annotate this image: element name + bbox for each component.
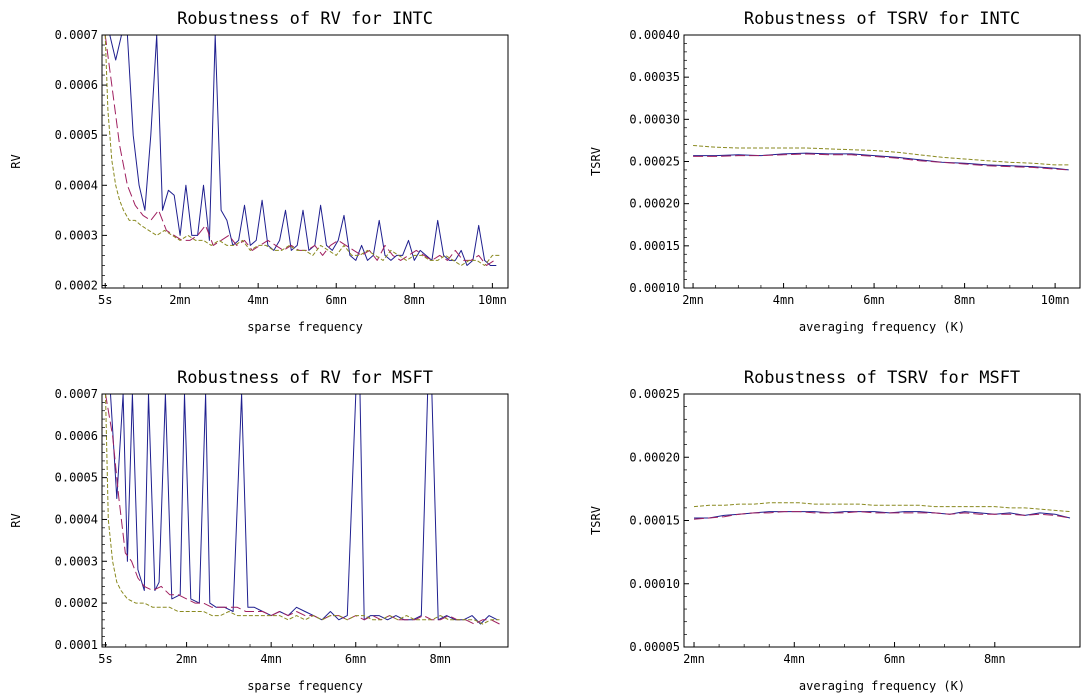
chart-rv-msft: 0.0001 0.0002 0.0003 0.0004 0.0005 0.0006 0.00… xyxy=(9,368,509,693)
chart-title: Robustness of TSRV for MSFT xyxy=(744,368,1020,388)
y-tick-label: 0.0002 xyxy=(55,278,98,292)
y-tick-label: 0.00030 xyxy=(629,112,680,126)
x-tick-label: 8mn xyxy=(984,652,1006,666)
x-tick-label: 10mn xyxy=(478,293,507,307)
x-tick-label: 2mn xyxy=(176,652,198,666)
x-tick-label: 6mn xyxy=(325,293,347,307)
y-axis-label: TSRV xyxy=(589,506,603,535)
plot-frame xyxy=(683,34,1081,289)
x-tick-label: 4mn xyxy=(773,293,795,307)
series-group xyxy=(104,35,501,266)
x-tick-label: 8mn xyxy=(403,293,425,307)
series-line-1 xyxy=(105,35,497,266)
y-tick-label: 0.00035 xyxy=(629,70,680,84)
y-tick-label: 0.00010 xyxy=(629,577,680,591)
chart-title: Robustness of RV for INTC xyxy=(177,9,433,29)
y-tick-label: 0.00015 xyxy=(629,239,680,253)
y-tick-label: 0.00040 xyxy=(629,28,680,42)
x-tick-label: 8mn xyxy=(429,652,451,666)
series-group xyxy=(693,502,1071,520)
x-tick-label: 2mn xyxy=(683,652,705,666)
x-tick-label: 2mn xyxy=(682,293,704,307)
y-tick-label: 0.0006 xyxy=(55,429,98,443)
x-tick-label: 6mn xyxy=(863,293,885,307)
y-tick-label: 0.0003 xyxy=(55,554,98,568)
x-axis-label: sparse frequency xyxy=(247,679,363,693)
x-tick-label: 2mn xyxy=(169,293,191,307)
x-axis-label: averaging frequency (K) xyxy=(799,679,965,693)
y-axis-label: RV xyxy=(9,513,23,527)
x-tick-label: 6mn xyxy=(345,652,367,666)
series-line-3 xyxy=(104,35,501,266)
y-tick-label: 0.0006 xyxy=(55,78,98,92)
x-tick-label: 4mn xyxy=(783,652,805,666)
y-tick-label: 0.0005 xyxy=(55,471,98,485)
plot-frame xyxy=(101,34,509,289)
plot-frame xyxy=(101,393,509,648)
chart-title: Robustness of TSRV for INTC xyxy=(744,9,1020,29)
series-line-3 xyxy=(693,502,1071,513)
y-tick-label: 0.0002 xyxy=(55,596,98,610)
chart-rv-intc: 0.0002 0.0003 0.0004 0.0005 0.0006 0.0007 5s 2m… xyxy=(9,9,509,334)
y-tick-label: 0.0001 xyxy=(55,638,98,652)
y-tick-label: 0.00015 xyxy=(629,514,680,528)
x-axis-label: sparse frequency xyxy=(247,320,363,334)
chart-tsrv-msft: 0.00005 0.00010 0.00015 0.00020 0.00025 2mn 4m… xyxy=(589,368,1081,693)
y-tick-label: 0.0004 xyxy=(55,512,98,526)
x-tick-label: 8mn xyxy=(954,293,976,307)
x-tick-label: 4mn xyxy=(247,293,269,307)
chart-tsrv-intc: 0.00010 0.00015 0.00020 0.00025 0.00030 0.000… xyxy=(589,9,1081,334)
y-tick-label: 0.0007 xyxy=(55,28,98,42)
series-line-1 xyxy=(105,394,498,625)
y-axis-label: RV xyxy=(9,154,23,168)
series-line-3 xyxy=(105,394,500,625)
x-tick-label: 5s xyxy=(98,652,112,666)
series-group xyxy=(693,145,1069,171)
series-line-2 xyxy=(693,511,1071,520)
y-tick-label: 0.0005 xyxy=(55,128,98,142)
x-tick-label: 5s xyxy=(98,293,112,307)
y-tick-label: 0.0007 xyxy=(55,387,98,401)
y-axis-label: TSRV xyxy=(589,147,603,176)
y-tick-label: 0.00020 xyxy=(629,197,680,211)
y-tick-label: 0.00005 xyxy=(629,640,680,654)
x-tick-label: 6mn xyxy=(884,652,906,666)
x-tick-label: 10mn xyxy=(1041,293,1070,307)
y-tick-label: 0.0003 xyxy=(55,228,98,242)
series-line-3 xyxy=(693,145,1069,166)
y-tick-label: 0.0004 xyxy=(55,178,98,192)
y-tick-label: 0.00025 xyxy=(629,387,680,401)
series-line-2 xyxy=(693,153,1069,171)
y-tick-label: 0.00010 xyxy=(629,281,680,295)
chart-title: Robustness of RV for MSFT xyxy=(177,368,433,388)
y-tick-label: 0.00020 xyxy=(629,450,680,464)
x-axis-label: averaging frequency (K) xyxy=(799,320,965,334)
plot-frame xyxy=(683,393,1081,648)
x-tick-label: 4mn xyxy=(260,652,282,666)
y-tick-label: 0.00025 xyxy=(629,155,680,169)
series-group xyxy=(105,394,500,625)
